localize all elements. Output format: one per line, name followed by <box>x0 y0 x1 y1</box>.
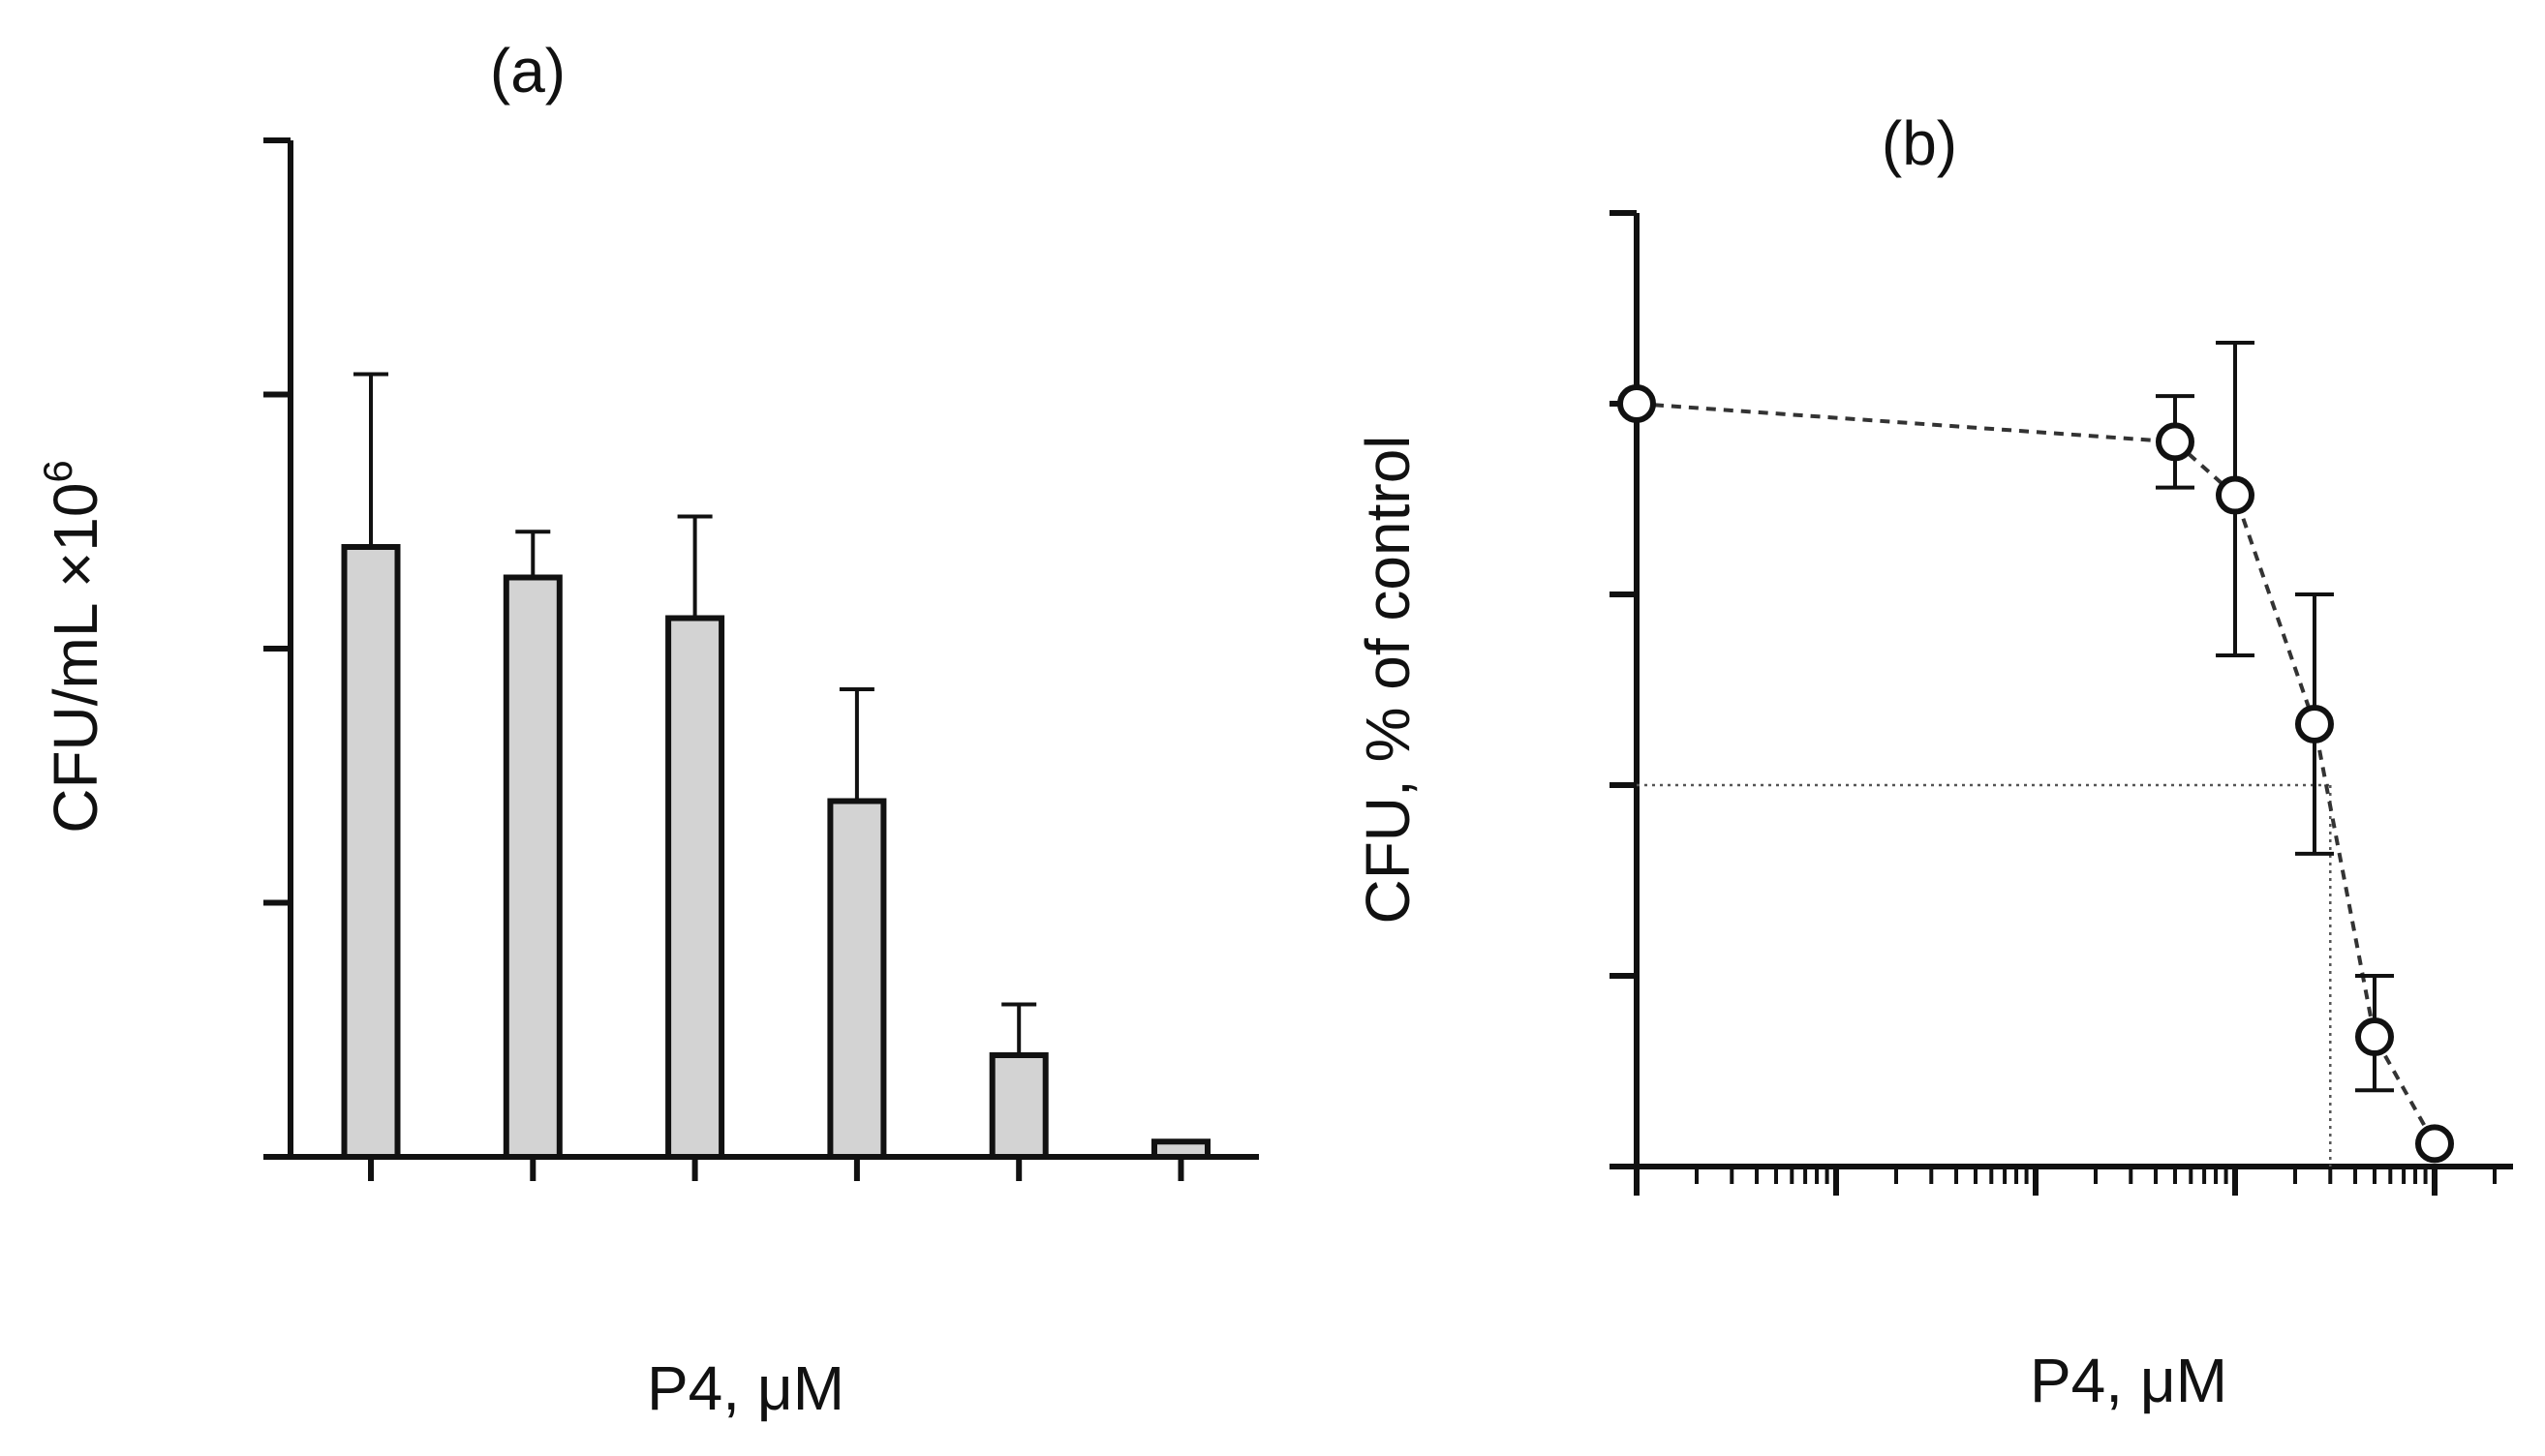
panel-b-series-line <box>1636 402 2437 1145</box>
panel-b-x-axis-label: P4, μM <box>2030 1346 2227 1415</box>
panel-a-x-axis-label: P4, μM <box>647 1353 844 1423</box>
panel-b-y-axis-label: CFU, % of control <box>1353 435 1423 924</box>
panel-a-axes <box>263 137 1259 1181</box>
panel-a-bars <box>341 372 1211 1160</box>
panel-a-y-axis-label-exponent: 6 <box>35 460 80 482</box>
panel-b-title: (b) <box>1882 108 1957 178</box>
panel-a-y-axis-label-main: CFU/mL ×10 <box>41 483 110 834</box>
panel-a-bar-chart: (a) P4, μM CFU/mL ×106 <box>35 36 1259 1423</box>
panel-b-data-point <box>1617 384 1656 423</box>
panel-b-data-point <box>2216 475 2254 515</box>
panel-a-bar <box>341 544 401 1160</box>
panel-b-dose-response-chart: (b) P4, μM CFU, % of control <box>1353 108 2513 1415</box>
panel-a-bar <box>989 1052 1049 1160</box>
panel-a-bar <box>503 574 563 1160</box>
panel-a-bar <box>1151 1138 1211 1160</box>
panel-a-title: (a) <box>490 36 566 106</box>
panel-a-bar <box>827 798 887 1160</box>
panel-a-y-axis-label: CFU/mL ×106 <box>35 460 110 834</box>
panel-a-bar <box>665 615 725 1160</box>
panel-b-plot-area <box>1617 340 2454 1167</box>
panel-b-data-point <box>2415 1124 2454 1164</box>
panel-b-data-point <box>2294 704 2334 743</box>
panel-b-data-point <box>2354 1017 2394 1057</box>
panel-b-data-point <box>2155 422 2194 462</box>
panel-b-axes <box>1610 210 2513 1196</box>
